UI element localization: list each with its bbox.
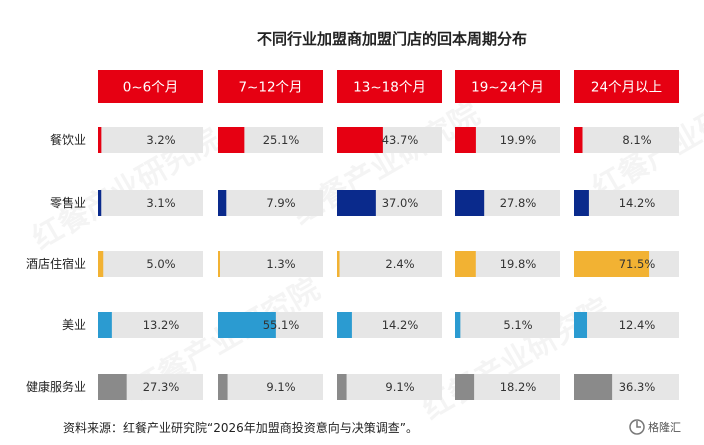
series-label: 酒店住宿业 — [26, 256, 86, 271]
series-row: 酒店住宿业 5.0% 1.3% 2.4% 19.8% 71.5% — [26, 251, 679, 277]
watermark-logo-text: 格隆汇 — [648, 420, 681, 434]
data-label: 3.1% — [146, 196, 175, 210]
bar — [337, 312, 352, 338]
data-label: 9.1% — [385, 380, 414, 394]
bar-track — [98, 127, 203, 153]
column-header-label: 13~18个月 — [353, 80, 426, 96]
gelonghui-logo-icon: 格隆汇 — [629, 419, 681, 435]
data-label: 43.7% — [382, 133, 419, 147]
series-row: 零售业 3.1% 7.9% 37.0% 27.8% 14.2% — [50, 190, 679, 216]
series-label: 餐饮业 — [50, 132, 86, 147]
column-header-label: 7~12个月 — [238, 80, 302, 96]
bar — [98, 190, 102, 216]
bar — [218, 127, 245, 153]
data-label: 71.5% — [619, 257, 656, 271]
bar-track — [574, 190, 679, 216]
series-label: 零售业 — [50, 195, 86, 210]
bar — [98, 251, 104, 277]
series-row: 餐饮业 3.2% 25.1% 43.7% 19.9% 8.1% — [50, 127, 679, 153]
data-label: 19.8% — [500, 257, 537, 271]
data-label: 55.1% — [263, 318, 300, 332]
data-label: 1.3% — [266, 257, 295, 271]
data-label: 5.1% — [503, 318, 532, 332]
bar — [337, 251, 340, 277]
bar — [337, 127, 383, 153]
bar — [455, 251, 476, 277]
series-label: 健康服务业 — [26, 379, 86, 394]
bar — [574, 312, 588, 338]
watermark-layer: 红餐产业研究院红餐产业研究院红餐产业研究院红餐产业研究院红餐产业研究院 — [27, 72, 704, 427]
bar — [337, 374, 347, 400]
bar-track — [337, 374, 442, 400]
bar — [455, 190, 485, 216]
column-header-bg — [574, 70, 679, 103]
bar-track — [337, 251, 442, 277]
column-headers: 0~6个月 7~12个月 13~18个月 19~24个月 24个月以上 — [98, 70, 679, 103]
series-row: 美业 13.2% 55.1% 14.2% 5.1% 12.4% — [62, 312, 679, 338]
bar — [218, 190, 227, 216]
data-label: 19.9% — [500, 133, 537, 147]
data-label: 14.2% — [382, 318, 419, 332]
source-note: 资料来源：红餐产业研究院“2026年加盟商投资意向与决策调查”。 — [63, 420, 418, 435]
bar — [98, 312, 112, 338]
bar — [574, 127, 583, 153]
data-label: 12.4% — [619, 318, 656, 332]
data-label: 18.2% — [500, 380, 537, 394]
column-header-label: 24个月以上 — [591, 80, 662, 96]
data-label: 13.2% — [143, 318, 180, 332]
bar — [574, 190, 589, 216]
bar — [337, 190, 376, 216]
data-label: 25.1% — [263, 133, 300, 147]
bar-track — [98, 190, 203, 216]
column-header-label: 0~6个月 — [123, 80, 179, 96]
column-header-bg — [455, 70, 560, 103]
bar — [455, 312, 461, 338]
data-label: 7.9% — [266, 196, 295, 210]
bar — [98, 127, 102, 153]
bar-track — [337, 312, 442, 338]
column-header-label: 19~24个月 — [471, 80, 544, 96]
data-label: 5.0% — [146, 257, 175, 271]
series-row: 健康服务业 27.3% 9.1% 9.1% 18.2% 36.3% — [26, 374, 679, 400]
bar — [574, 251, 650, 277]
bar-track — [455, 312, 560, 338]
bar-track — [574, 127, 679, 153]
bar — [218, 251, 220, 277]
chart-rows: 餐饮业 3.2% 25.1% 43.7% 19.9% 8.1% 零售业 3.1% 7.9% 37.… — [26, 127, 679, 400]
bar-track — [218, 190, 323, 216]
series-label: 美业 — [62, 318, 86, 332]
chart-title: 不同行业加盟商加盟门店的回本周期分布 — [257, 30, 527, 48]
bar — [98, 374, 127, 400]
column-header-bg — [218, 70, 323, 103]
column-header-bg — [337, 70, 442, 103]
data-label: 27.3% — [143, 380, 180, 394]
watermark-text: 红餐产业研究院 — [417, 292, 616, 427]
bar-track — [218, 251, 323, 277]
bar — [218, 312, 276, 338]
bar — [574, 374, 613, 400]
bar-track — [98, 312, 203, 338]
data-label: 36.3% — [619, 380, 656, 394]
data-label: 37.0% — [382, 196, 419, 210]
data-label: 3.2% — [146, 133, 175, 147]
bar-track — [218, 374, 323, 400]
data-label: 2.4% — [385, 257, 414, 271]
bar — [455, 127, 476, 153]
bar — [218, 374, 228, 400]
data-label: 14.2% — [619, 196, 656, 210]
bar-track — [574, 312, 679, 338]
data-label: 9.1% — [266, 380, 295, 394]
data-label: 8.1% — [622, 133, 651, 147]
bar — [455, 374, 475, 400]
bar-track — [98, 251, 203, 277]
column-header-bg — [98, 70, 203, 103]
data-label: 27.8% — [500, 196, 537, 210]
